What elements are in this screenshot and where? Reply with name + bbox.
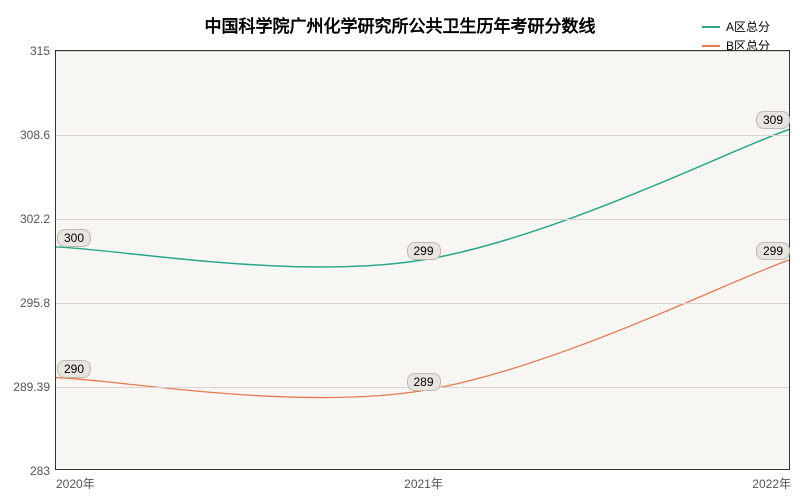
legend-label: A区总分 <box>726 18 770 35</box>
y-tick-label: 283 <box>30 464 56 478</box>
legend-swatch <box>702 26 720 28</box>
y-tick-label: 295.8 <box>20 296 56 310</box>
y-tick-label: 289.39 <box>13 380 56 394</box>
data-label: 290 <box>57 360 91 378</box>
x-tick-label: 2020年 <box>56 469 95 492</box>
y-tick-label: 315 <box>30 44 56 58</box>
lines-svg <box>56 51 789 469</box>
y-tick-label: 308.6 <box>20 128 56 142</box>
legend-swatch <box>702 45 720 47</box>
gridline <box>56 135 789 136</box>
chart-container: 中国科学院广州化学研究所公共卫生历年考研分数线 A区总分B区总分 283289.… <box>0 0 800 500</box>
data-label: 299 <box>406 242 440 260</box>
data-label: 309 <box>756 111 790 129</box>
data-label: 289 <box>406 373 440 391</box>
gridline <box>56 303 789 304</box>
gridline <box>56 219 789 220</box>
x-tick-label: 2022年 <box>752 469 791 492</box>
chart-title: 中国科学院广州化学研究所公共卫生历年考研分数线 <box>0 12 800 37</box>
plot-area: 283289.39295.8302.2308.63152020年2021年202… <box>55 50 790 470</box>
x-tick-label: 2021年 <box>404 469 443 492</box>
data-label: 300 <box>57 229 91 247</box>
data-label: 299 <box>756 242 790 260</box>
legend-item: A区总分 <box>702 18 770 35</box>
gridline <box>56 51 789 52</box>
y-tick-label: 302.2 <box>20 212 56 226</box>
